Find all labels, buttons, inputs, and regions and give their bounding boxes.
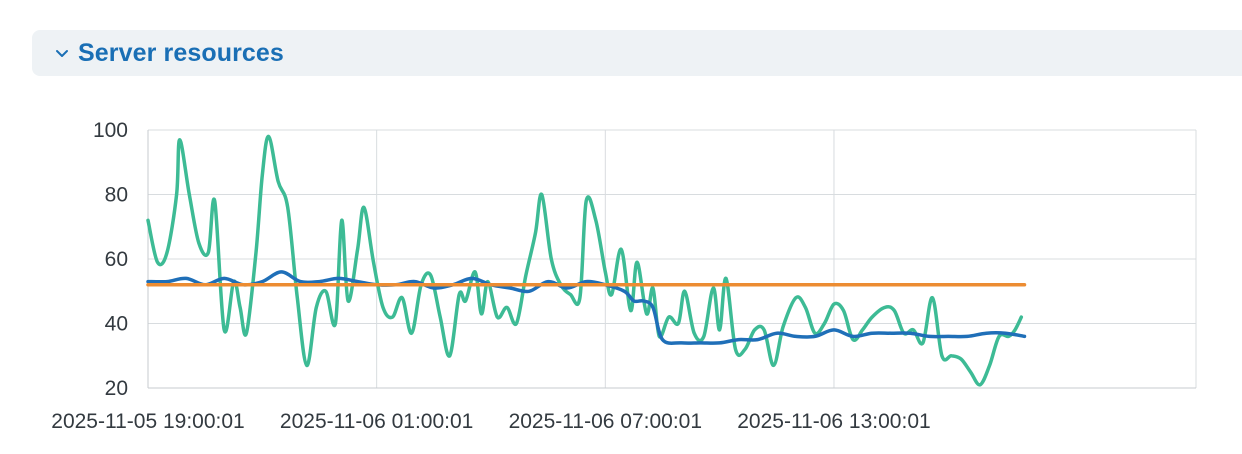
chevron-down-icon[interactable] (52, 43, 72, 63)
y-tick-label: 100 (93, 119, 128, 142)
series-line-1 (146, 134, 1024, 387)
x-tick-label: 2025-11-05 19:00:01 (51, 410, 244, 433)
y-tick-label: 60 (105, 248, 128, 271)
y-tick-label: 20 (105, 377, 128, 400)
panel-title: Server resources (78, 38, 284, 67)
x-tick-label: 2025-11-06 07:00:01 (509, 410, 702, 433)
x-tick-label: 2025-11-06 13:00:01 (737, 410, 930, 433)
y-tick-label: 80 (105, 184, 128, 207)
y-tick-label: 40 (105, 313, 128, 336)
x-tick-label: 2025-11-06 01:00:01 (280, 410, 473, 433)
panel-header[interactable]: Server resources (32, 30, 1242, 76)
